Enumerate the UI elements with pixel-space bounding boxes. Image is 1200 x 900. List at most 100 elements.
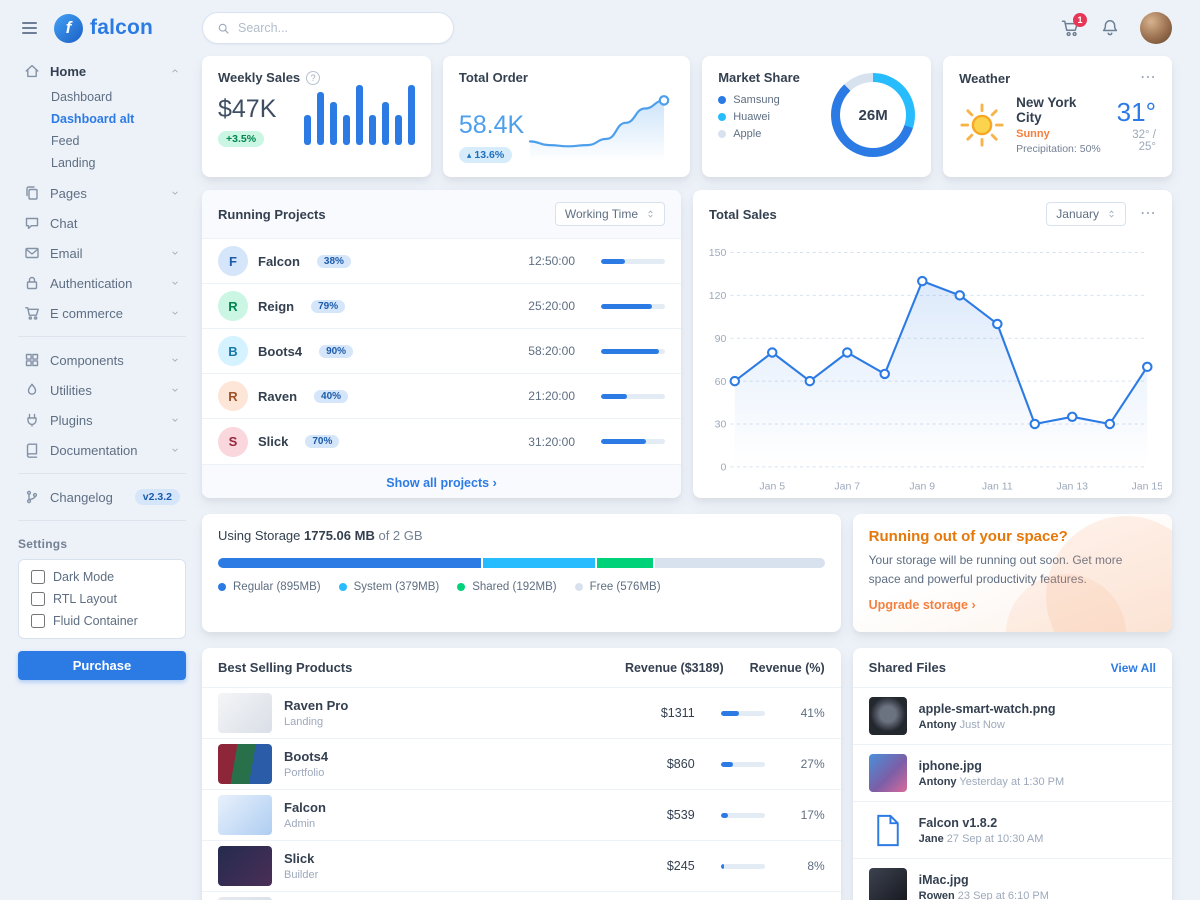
sidebar-item-components[interactable]: Components [18, 345, 186, 375]
product-name-link[interactable]: Boots4 [284, 749, 329, 764]
view-all-link[interactable]: View All [1110, 660, 1156, 675]
product-name-link[interactable]: Slick [284, 851, 315, 866]
shared-files-title: Shared Files [868, 660, 946, 675]
file-user: Antony [918, 775, 957, 788]
weekly-sales-card: Weekly Sales ? $47K +3.5% [202, 56, 431, 177]
chevron-right-icon: › [971, 598, 976, 613]
month-select[interactable]: January [1046, 202, 1126, 226]
sidebar-item-dashboard-alt[interactable]: Dashboard alt [51, 112, 135, 126]
legend-label: Free (576MB) [589, 581, 661, 593]
sidebar-item-authentication[interactable]: Authentication [18, 268, 186, 298]
product-category: Portfolio [284, 767, 325, 779]
product-name-link[interactable]: Falcon [284, 800, 326, 815]
chevron-down-icon [170, 415, 180, 425]
cart-button[interactable]: 1 [1060, 13, 1087, 38]
sidebar-item-changelog[interactable]: Changelog v2.3.2 [18, 482, 186, 512]
product-thumbnail [218, 795, 272, 835]
notifications-button[interactable] [1100, 18, 1120, 38]
product-category: Builder [284, 869, 319, 881]
project-avatar: R [218, 381, 248, 411]
total-order-value: 58.4K [458, 111, 525, 139]
stats-row: Weekly Sales ? $47K +3.5% Total Order [202, 56, 1172, 177]
checkbox-dark-mode[interactable] [31, 570, 45, 584]
file-row: iMac.jpg Rowen 23 Sep at 6:10 PM [852, 858, 1172, 900]
project-row: R Reign 79% 25:20:00 [202, 284, 681, 329]
purchase-button[interactable]: Purchase [18, 651, 186, 680]
best-selling-title: Best Selling Products [218, 660, 353, 675]
setting-rtl-layout[interactable]: RTL Layout [31, 592, 173, 606]
sidebar-item-email[interactable]: Email [18, 238, 186, 268]
sidebar-item-documentation[interactable]: Documentation [18, 435, 186, 465]
search-input[interactable] [238, 21, 439, 35]
upgrade-storage-link[interactable]: Upgrade storage › [869, 598, 976, 612]
files-list: apple-smart-watch.png Antony Just Now ipho… [852, 687, 1172, 900]
total-sales-menu-button[interactable]: ⋯ [1140, 205, 1156, 222]
product-name-link[interactable]: Raven Pro [284, 698, 349, 713]
sidebar-item-landing[interactable]: Landing [51, 156, 96, 170]
svg-text:120: 120 [709, 291, 727, 302]
storage-legend-item: System (379MB) [338, 581, 439, 593]
project-percent-badge: 38% [316, 254, 351, 268]
sidebar-item-chat[interactable]: Chat [18, 208, 186, 238]
bottom-row: Best Selling Products Revenue ($3189) Re… [202, 648, 1172, 900]
weather-menu-button[interactable]: ⋯ [1140, 69, 1156, 86]
project-name-link[interactable]: Reign [258, 298, 295, 314]
file-user: Jane [918, 832, 944, 845]
upgrade-space-title: Running out of your space? [868, 528, 1068, 545]
file-meta: Antony Yesterday at 1:30 PM [919, 776, 1065, 788]
working-time-select[interactable]: Working Time [554, 202, 665, 226]
storage-legend-item: Regular (895MB) [218, 581, 321, 593]
month-select-value: January [1056, 207, 1099, 221]
storage-usage-bar [218, 558, 825, 568]
file-name-link[interactable]: Falcon v1.8.2 [918, 815, 998, 830]
sidebar-item-e-commerce[interactable]: E commerce [18, 298, 186, 328]
sidebar-item-label: Home [50, 63, 87, 79]
product-row: Slick Builder $245 8% [202, 840, 841, 891]
file-user: Antony [918, 718, 957, 731]
chevron-down-icon [170, 278, 180, 288]
project-name-link[interactable]: Falcon [258, 253, 300, 269]
brand-logo[interactable]: f falcon [54, 13, 154, 43]
user-avatar[interactable] [1140, 12, 1172, 44]
show-all-projects-link[interactable]: Show all projects › [386, 476, 496, 490]
setting-dark-mode[interactable]: Dark Mode [31, 570, 173, 584]
project-row: S Slick 70% 31:20:00 [202, 419, 681, 464]
product-info: Boots4 Portfolio [284, 749, 328, 779]
sidebar-item-utilities[interactable]: Utilities [18, 375, 186, 405]
settings-panel: Dark Mode RTL Layout Fluid Container [18, 559, 186, 639]
product-info: Falcon Admin [284, 800, 326, 830]
project-progress-bar [601, 348, 665, 354]
product-progress-bar [720, 812, 765, 818]
sidebar-item-feed[interactable]: Feed [51, 134, 80, 148]
product-row: Boots4 Portfolio $860 27% [202, 738, 841, 789]
file-name-link[interactable]: iphone.jpg [918, 758, 982, 773]
storage-legend: Regular (895MB) System (379MB) Shared (192… [218, 581, 825, 593]
project-progress-bar [601, 439, 665, 444]
chevron-down-icon [170, 355, 180, 365]
weather-range: 32° / 25° [1132, 129, 1156, 153]
sidebar-item-home[interactable]: Home [18, 56, 186, 86]
email-icon [24, 245, 40, 261]
brand-name: falcon [90, 16, 154, 39]
info-icon[interactable]: ? [306, 70, 321, 85]
storage-used-value: 1775.06 MB [304, 528, 375, 543]
project-name-link[interactable]: Slick [258, 434, 289, 449]
menu-toggle-button[interactable] [18, 18, 41, 38]
sidebar-item-pages[interactable]: Pages [18, 178, 186, 208]
upgrade-space-body: Your storage will be running out soon. G… [868, 553, 1123, 586]
chat-icon [24, 215, 40, 231]
checkbox-rtl-layout[interactable] [31, 592, 45, 606]
checkbox-fluid-container[interactable] [31, 614, 45, 628]
project-name-link[interactable]: Raven [258, 388, 298, 404]
file-name-link[interactable]: iMac.jpg [918, 872, 969, 887]
file-name-link[interactable]: apple-smart-watch.png [918, 701, 1056, 716]
sidebar-item-dashboard[interactable]: Dashboard [51, 90, 113, 104]
total-sales-card: Total Sales January ⋯ 0 30 60 90 120 150 Jan 5… [693, 190, 1172, 498]
setting-fluid-container[interactable]: Fluid Container [31, 614, 173, 628]
chevron-down-icon [170, 445, 180, 455]
search-box[interactable] [202, 12, 454, 44]
file-user: Rowen [918, 889, 955, 900]
sidebar-item-plugins[interactable]: Plugins [18, 405, 186, 435]
project-name-link[interactable]: Boots4 [258, 343, 303, 359]
cart-badge: 1 [1073, 13, 1087, 27]
